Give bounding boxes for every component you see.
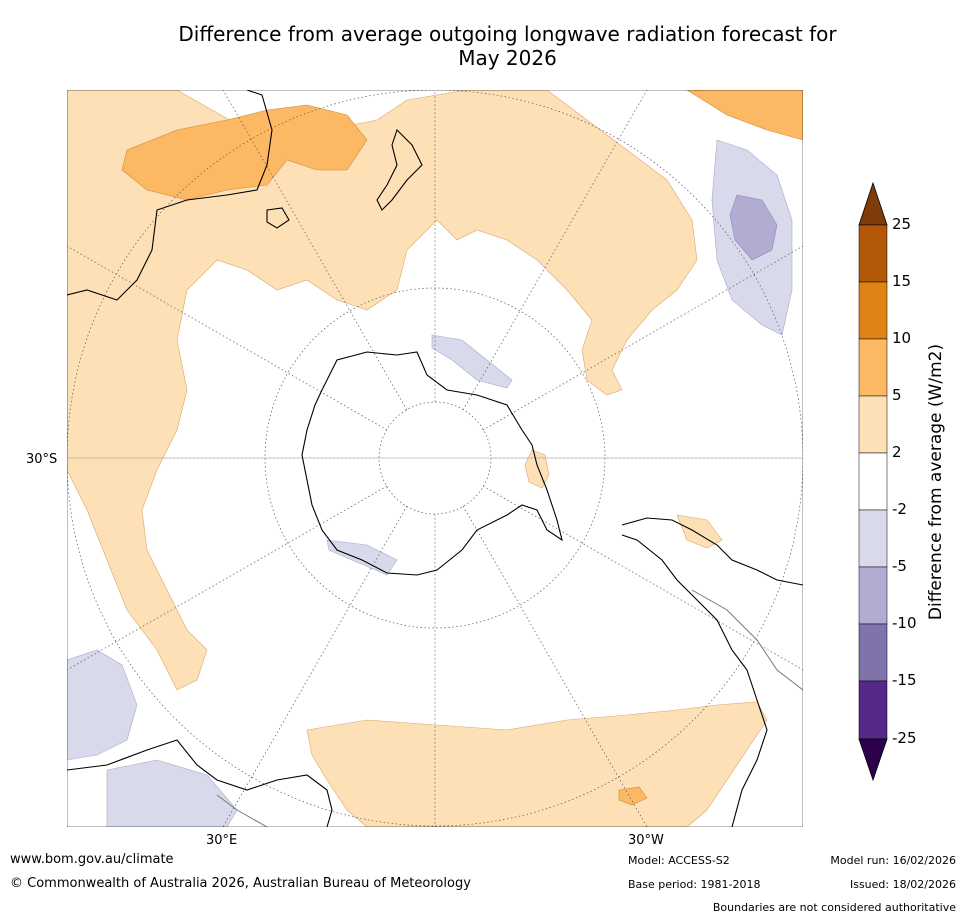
model-run-date: Model run: 16/02/2026 (830, 854, 956, 867)
longitude-label-30e: 30°E (206, 833, 238, 848)
colorbar-tick-label: -2 (892, 500, 907, 518)
south-america-coastline (621, 517, 803, 586)
meridian-line (67, 485, 388, 671)
meridian-line (462, 505, 648, 827)
website-link[interactable]: www.bom.gov.au/climate (10, 852, 174, 867)
new-zealand-coastline (376, 128, 423, 211)
colorbar-segment (858, 680, 888, 740)
colorbar-over-arrow (858, 181, 888, 226)
meridian-line (67, 245, 388, 431)
anomaly-5-to-10-australia-patch (121, 104, 368, 201)
borders (216, 589, 803, 827)
model-name: Model: ACCESS-S2 (628, 854, 730, 867)
tasmania-coastline (266, 207, 290, 229)
colorbar-segment (858, 566, 888, 625)
colorbar-segment (858, 395, 888, 454)
title-line-2: May 2026 (458, 46, 557, 70)
anomaly-2-to-5-peninsula-patch (524, 449, 550, 489)
anomaly-5-to-10 (121, 90, 803, 806)
longitude-label-30w: 30°W (628, 833, 664, 848)
colorbar-under-arrow (858, 738, 888, 782)
base-period: Base period: 1981-2018 (628, 878, 761, 891)
antarctica-coastline (301, 351, 563, 576)
colorbar-segment (858, 509, 888, 568)
border-line (216, 794, 268, 827)
anomaly-5-to-10-south-patch (618, 786, 648, 806)
meridian-line (462, 90, 648, 411)
southern-africa-coastline (67, 739, 333, 827)
boundary-disclaimer: Boundaries are not considered authoritat… (712, 901, 956, 914)
anomaly-minus-2-to-minus-5-antarctic-coast-patch (326, 539, 398, 576)
colorbar-tick-label: 2 (892, 443, 902, 461)
anomaly-minus-5-to-minus-10-east-patch (729, 194, 778, 261)
colorbar-segment (858, 338, 888, 397)
anomaly-minus-5-to-minus-10 (729, 194, 778, 261)
anomaly-2-to-5 (67, 90, 768, 827)
colorbar-tick-label: 10 (892, 329, 912, 347)
coastlines (67, 90, 803, 827)
anomaly-5-to-10-northeast-patch (686, 90, 803, 141)
colorbar-tick-label: -5 (892, 557, 907, 575)
meridian-line (482, 245, 803, 431)
colorbar-tick-label: 15 (892, 272, 912, 290)
colorbar-segment (858, 224, 888, 283)
colorbar-segment (858, 452, 888, 511)
anomaly-2-to-5-west-patch (67, 90, 698, 691)
colorbar-segment (858, 623, 888, 682)
latitude-label-30s: 30°S (26, 452, 58, 467)
polar-stereographic-map (67, 90, 803, 827)
anomaly-minus-2-to-minus-5-southwest-patch (67, 649, 138, 761)
map-title: Difference from average outgoing longwav… (100, 22, 915, 70)
anomaly-2-to-5-south-patch (306, 701, 768, 827)
meridian-line (482, 485, 803, 671)
meridian-line (222, 505, 408, 827)
anomaly-minus-2-to-minus-5-antarctic-patch (431, 334, 513, 389)
colorbar-tick-label: -15 (892, 671, 917, 689)
colorbar-tick-label: -10 (892, 614, 917, 632)
border-line (691, 589, 803, 691)
meridian-line (222, 90, 408, 411)
issued-date: Issued: 18/02/2026 (849, 878, 956, 891)
colorbar-tick-label: 5 (892, 386, 902, 404)
colorbar-segment (858, 281, 888, 340)
south-america-coastline-east (621, 534, 768, 827)
copyright-text: © Commonwealth of Australia 2026, Austra… (10, 876, 471, 891)
australia-coastline (67, 90, 273, 301)
colorbar-tick-label: -25 (892, 729, 917, 747)
colorbar-tick-label: 25 (892, 215, 912, 233)
title-line-1: Difference from average outgoing longwav… (178, 22, 837, 46)
colorbar-title: Difference from average (W/m2) (926, 343, 946, 621)
colorbar (858, 181, 888, 782)
